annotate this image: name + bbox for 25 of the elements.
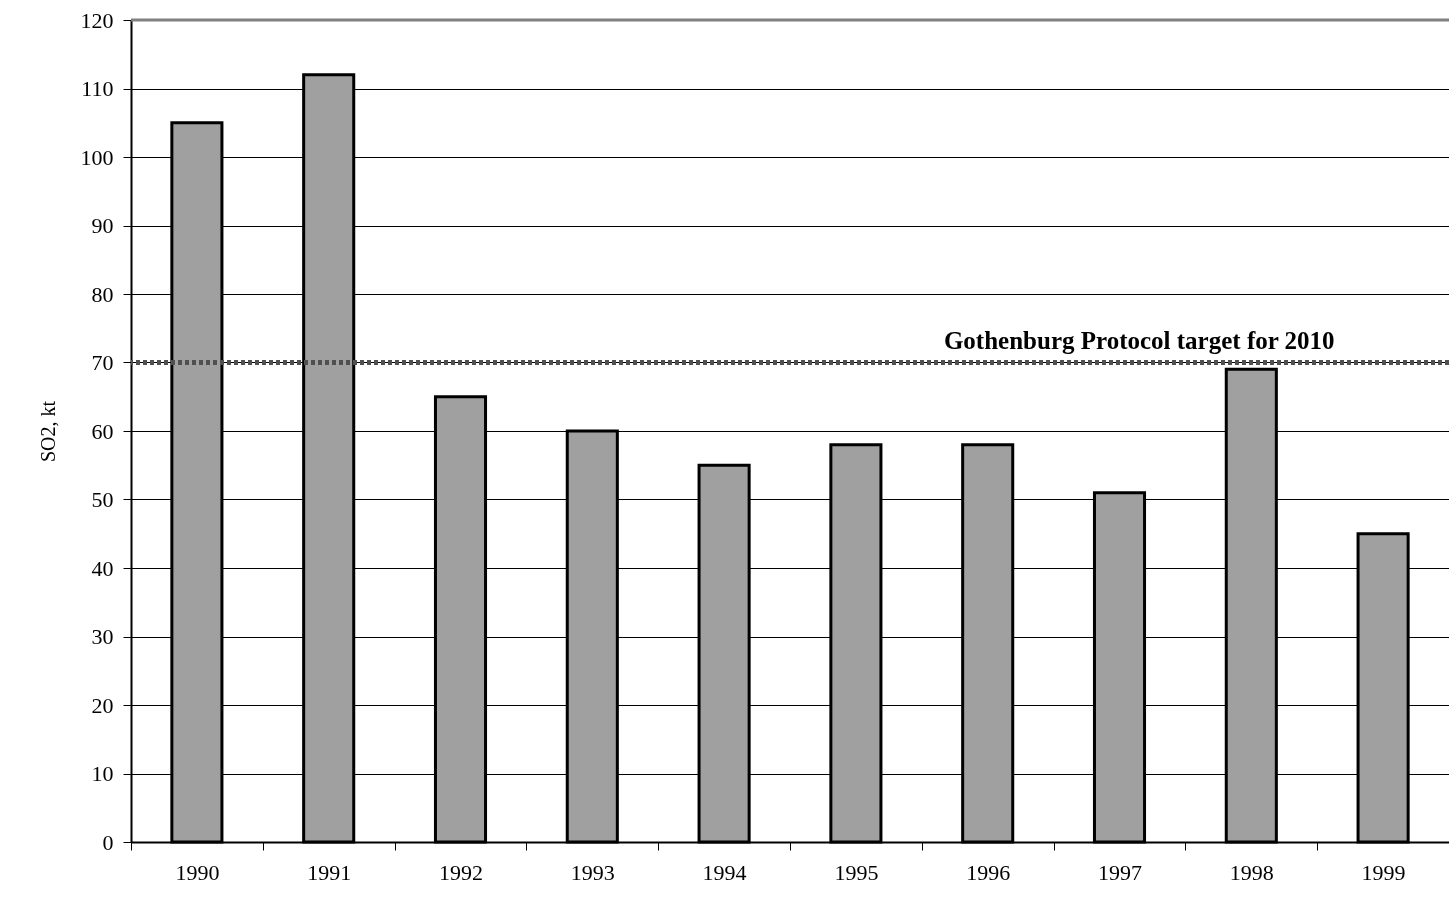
x-tick-label: 1995 <box>834 859 879 885</box>
y-tick-label: 10 <box>91 761 114 786</box>
x-tick-label: 1999 <box>1361 859 1406 885</box>
x-tick-label: 1997 <box>1098 859 1142 885</box>
y-tick-label: 20 <box>91 692 114 718</box>
y-tick-label: 0 <box>102 829 114 855</box>
y-tick-label: 110 <box>81 76 114 101</box>
y-tick-label: 60 <box>91 418 114 444</box>
y-axis-title: SO2, kt <box>36 400 59 463</box>
y-tick-label: 70 <box>91 350 114 375</box>
x-tick-label: 1994 <box>702 859 747 885</box>
y-tick-label: 40 <box>91 555 114 581</box>
y-tick-label: 80 <box>91 281 114 307</box>
y-tick-label: 50 <box>91 487 114 512</box>
x-tick-label: 1998 <box>1229 859 1274 885</box>
x-tick-label: 1990 <box>175 859 220 885</box>
x-tick-label: 1992 <box>439 859 483 885</box>
x-tick-label: 1996 <box>966 859 1011 885</box>
y-tick-label: 100 <box>80 144 114 170</box>
y-tick-label: 30 <box>91 624 114 649</box>
x-tick-label: 1991 <box>307 859 352 885</box>
y-tick-label: 90 <box>91 213 114 238</box>
ref-line-label: Gothenburg Protocol target for 2010 <box>943 326 1335 354</box>
y-tick-label: 120 <box>80 7 114 33</box>
x-tick-label: 1993 <box>570 859 615 885</box>
